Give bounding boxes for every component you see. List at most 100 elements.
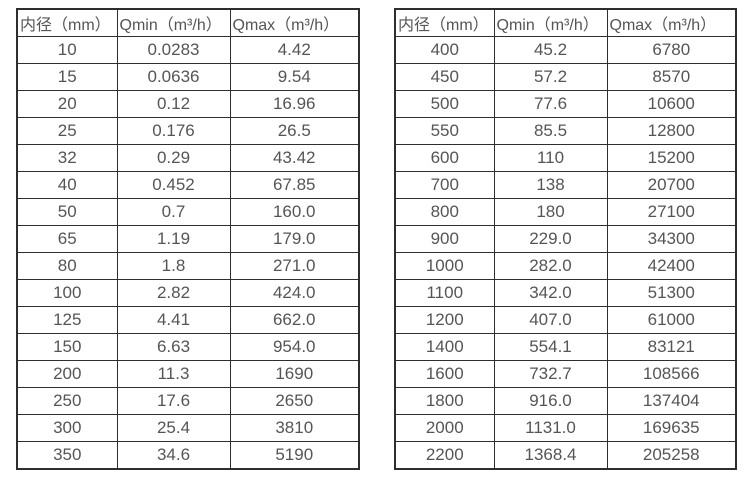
table-row: 32 0.29 43.42 [16,144,360,172]
table-cell: 350 [16,441,118,470]
table-cell: 10600 [606,90,737,118]
table-cell: 6.63 [116,333,231,361]
table-cell: 67.85 [229,171,360,199]
table-cell: 65 [16,225,118,253]
table-row: 1000 282.0 42400 [394,252,737,280]
table-row: 2000 1131.0 169635 [394,414,737,442]
table-cell: 3810 [229,414,360,442]
column-header: 内径（mm） [394,8,495,37]
table-cell: 169635 [606,414,737,442]
table-cell: 34.6 [116,441,231,470]
table-cell: 554.1 [493,333,608,361]
table-cell: 0.29 [116,144,231,172]
table-cell: 125 [16,306,118,334]
column-header: Qmin（m³/h） [493,8,608,37]
table-cell: 17.6 [116,387,231,415]
table-cell: 34300 [606,225,737,253]
table-cell: 300 [16,414,118,442]
table-cell: 138 [493,171,608,199]
table-cell: 1800 [394,387,495,415]
table-cell: 0.12 [116,90,231,118]
table-row: 400 45.2 6780 [394,36,737,64]
table-cell: 85.5 [493,117,608,145]
table-cell: 1.8 [116,252,231,280]
table-cell: 732.7 [493,360,608,388]
table-cell: 0.0283 [116,36,231,64]
table-row: 2200 1368.4 205258 [394,441,737,470]
table-cell: 108566 [606,360,737,388]
table-cell: 150 [16,333,118,361]
table-row: 20 0.12 16.96 [16,90,360,118]
table-cell: 424.0 [229,279,360,307]
table-row: 700 138 20700 [394,171,737,199]
small-diameter-flow-table: 内径（mm） Qmin（m³/h） Qmax（m³/h） 10 0.0283 4.42 15… [16,8,360,470]
table-cell: 50 [16,198,118,226]
table-cell: 700 [394,171,495,199]
table-cell: 6780 [606,36,737,64]
table-cell: 954.0 [229,333,360,361]
table-cell: 205258 [606,441,737,470]
column-header: Qmax（m³/h） [229,8,360,37]
table-cell: 0.176 [116,117,231,145]
column-header: 内径（mm） [16,8,118,37]
table-cell: 10 [16,36,118,64]
table-cell: 100 [16,279,118,307]
table-cell: 179.0 [229,225,360,253]
table-cell: 20 [16,90,118,118]
table-cell: 160.0 [229,198,360,226]
table-row: 50 0.7 160.0 [16,198,360,226]
table-cell: 916.0 [493,387,608,415]
table-cell: 43.42 [229,144,360,172]
table-cell: 0.7 [116,198,231,226]
table-cell: 11.3 [116,360,231,388]
table-row: 1200 407.0 61000 [394,306,737,334]
table-cell: 57.2 [493,63,608,91]
table-cell: 27100 [606,198,737,226]
table-cell: 40 [16,171,118,199]
table-row: 80 1.8 271.0 [16,252,360,280]
table-row: 25 0.176 26.5 [16,117,360,145]
table-cell: 1368.4 [493,441,608,470]
table-cell: 1690 [229,360,360,388]
table-row: 250 17.6 2650 [16,387,360,415]
table-row: 900 229.0 34300 [394,225,737,253]
table-cell: 42400 [606,252,737,280]
table-cell: 80 [16,252,118,280]
table-cell: 250 [16,387,118,415]
table-cell: 51300 [606,279,737,307]
table-cell: 61000 [606,306,737,334]
table-row: 1800 916.0 137404 [394,387,737,415]
table-cell: 282.0 [493,252,608,280]
table-row: 550 85.5 12800 [394,117,737,145]
table-cell: 0.452 [116,171,231,199]
table-cell: 900 [394,225,495,253]
table-row: 350 34.6 5190 [16,441,360,470]
table-cell: 25.4 [116,414,231,442]
table-cell: 32 [16,144,118,172]
table-cell: 1000 [394,252,495,280]
table-cell: 1600 [394,360,495,388]
table-row: 125 4.41 662.0 [16,306,360,334]
table-cell: 271.0 [229,252,360,280]
table-cell: 229.0 [493,225,608,253]
column-header: Qmin（m³/h） [116,8,231,37]
table-cell: 2200 [394,441,495,470]
large-diameter-flow-table: 内径（mm） Qmin（m³/h） Qmax（m³/h） 400 45.2 6780 450… [394,8,737,470]
table-row: 800 180 27100 [394,198,737,226]
table-row: 1100 342.0 51300 [394,279,737,307]
table-row: 1400 554.1 83121 [394,333,737,361]
flow-range-tables: 内径（mm） Qmin（m³/h） Qmax（m³/h） 10 0.0283 4.42 15… [16,8,737,470]
table-row: 40 0.452 67.85 [16,171,360,199]
table-cell: 45.2 [493,36,608,64]
table-cell: 550 [394,117,495,145]
table-cell: 4.41 [116,306,231,334]
table-cell: 9.54 [229,63,360,91]
table-cell: 2.82 [116,279,231,307]
table-row: 600 110 15200 [394,144,737,172]
header-row: 内径（mm） Qmin（m³/h） Qmax（m³/h） [394,8,737,37]
table-cell: 25 [16,117,118,145]
table-cell: 1100 [394,279,495,307]
table-row: 15 0.0636 9.54 [16,63,360,91]
table-cell: 5190 [229,441,360,470]
table-cell: 26.5 [229,117,360,145]
